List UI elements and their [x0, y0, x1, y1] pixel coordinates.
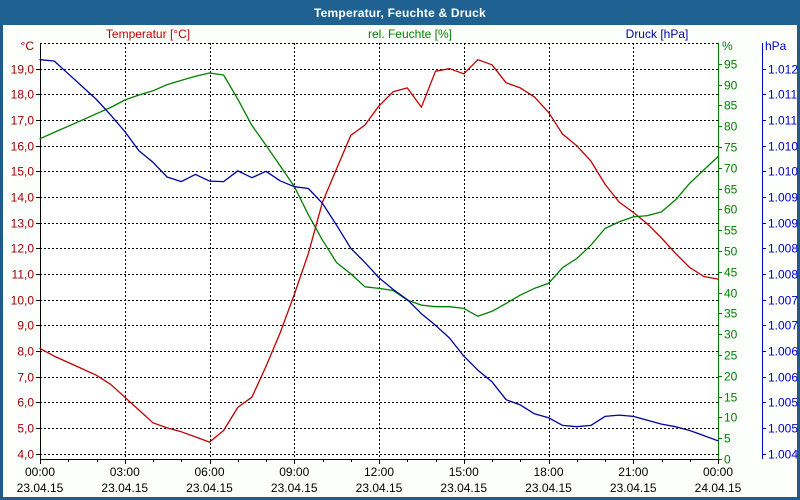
pressure-tick-label: 1.009	[768, 217, 798, 231]
x-axis-labels: 00:00 23.04.15 03:00 23.04.15 06:00 23.04.15 0…	[17, 465, 742, 495]
temperature-tick-label: 17,0	[11, 114, 35, 128]
pressure-tick-label: 1.006	[768, 371, 798, 385]
legend-pressure: Druck [hPa]	[625, 27, 689, 41]
temperature-tick-label: 9,0	[17, 319, 34, 333]
gridlines	[40, 43, 718, 459]
humidity-tick-label: 0	[724, 453, 731, 467]
humidity-tick-label: 35	[724, 307, 738, 321]
humidity-tick-label: 90	[724, 79, 738, 93]
legend-temperature: Temperatur [°C]	[105, 27, 191, 41]
x-time-label: 00:00	[25, 465, 55, 479]
pressure-tick-label: 1.011	[768, 114, 797, 128]
humidity-tick-label: 20	[724, 370, 738, 384]
pressure-tick-label: 1.007	[768, 294, 798, 308]
humidity-tick-label: 60	[724, 203, 738, 217]
temperature-series-line	[39, 59, 719, 443]
humidity-tick-label: 30	[724, 328, 738, 342]
temperature-tick-label: 10,0	[11, 294, 35, 308]
pressure-tick-label: 1.008	[768, 242, 798, 256]
temperature-tick-label: 14,0	[11, 191, 35, 205]
temperature-tick-label: 5,0	[17, 422, 34, 436]
x-time-label: 09:00	[279, 465, 309, 479]
humidity-tick-label: 50	[724, 245, 738, 259]
x-time-label: 18:00	[533, 465, 563, 479]
temperature-tick-label: 15,0	[11, 165, 35, 179]
humidity-tick-label: 65	[724, 183, 738, 197]
x-date-label: 23.04.15	[101, 481, 148, 495]
humidity-tick-label: 15	[724, 391, 738, 405]
pressure-tick-label: 1.008	[768, 268, 798, 282]
humidity-tick-label: 55	[724, 224, 738, 238]
humidity-series-line	[39, 72, 719, 317]
humidity-tick-label: 70	[724, 162, 738, 176]
x-date-label: 23.04.15	[356, 481, 403, 495]
pressure-axis-unit: hPa	[765, 39, 787, 53]
pressure-tick-label: 1.005	[768, 422, 798, 436]
window-title-bar[interactable]: Temperatur, Feuchte & Druck	[0, 0, 800, 25]
pressure-tick-label: 1.010	[768, 165, 798, 179]
pressure-tick-label: 1.009	[768, 191, 798, 205]
temperature-tick-label: 11,0	[12, 268, 35, 282]
temperature-tick-label: 13,0	[11, 217, 35, 231]
temperature-tick-label: 12,0	[11, 242, 35, 256]
pressure-tick-label: 1.010	[768, 140, 798, 154]
pressure-tick-label: 1.007	[768, 319, 798, 333]
humidity-tick-label: 10	[724, 411, 738, 425]
pressure-series-line	[39, 59, 719, 442]
x-date-label: 23.04.15	[610, 481, 657, 495]
humidity-tick-label: 85	[724, 99, 738, 113]
humidity-tick-label: 25	[724, 349, 738, 363]
x-date-label: 23.04.15	[440, 481, 487, 495]
x-time-label: 15:00	[449, 465, 479, 479]
pressure-tick-label: 1.004	[768, 448, 798, 462]
x-time-label: 21:00	[618, 465, 648, 479]
x-date-label: 23.04.15	[271, 481, 318, 495]
temperature-tick-label: 4,0	[17, 448, 34, 462]
pressure-tick-label: 1.005	[768, 396, 798, 410]
humidity-tick-label: 40	[724, 287, 738, 301]
x-date-label: 24.04.15	[695, 481, 742, 495]
humidity-tick-label: 75	[724, 141, 738, 155]
axis-ticks: 19,0 18,0 17,0 16,0 15,0 14,0 13,0 12,0 11,0 10,0…	[11, 58, 799, 467]
pressure-tick-label: 1.012	[768, 63, 798, 77]
humidity-tick-label: 5	[724, 432, 731, 446]
temperature-tick-label: 16,0	[11, 140, 35, 154]
humidity-tick-label: 95	[724, 58, 738, 72]
temperature-tick-label: 8,0	[17, 345, 34, 359]
humidity-tick-label: 45	[724, 266, 738, 280]
temperature-axis-unit: °C	[20, 39, 34, 53]
temperature-tick-label: 7,0	[17, 371, 34, 385]
pressure-tick-label: 1.011	[768, 88, 797, 102]
temperature-tick-label: 18,0	[11, 88, 35, 102]
temperature-tick-label: 19,0	[11, 63, 35, 77]
x-time-label: 12:00	[364, 465, 394, 479]
window-title: Temperatur, Feuchte & Druck	[314, 5, 486, 20]
humidity-axis-unit: %	[722, 39, 733, 53]
x-time-label: 00:00	[703, 465, 733, 479]
x-date-label: 23.04.15	[17, 481, 64, 495]
x-time-label: 03:00	[110, 465, 140, 479]
temperature-tick-label: 6,0	[17, 396, 34, 410]
x-date-label: 23.04.15	[525, 481, 572, 495]
legend-humidity: rel. Feuchte [%]	[367, 27, 453, 41]
x-date-label: 23.04.15	[186, 481, 233, 495]
humidity-tick-label: 80	[724, 120, 738, 134]
pressure-tick-label: 1.006	[768, 345, 798, 359]
x-time-label: 06:00	[194, 465, 224, 479]
